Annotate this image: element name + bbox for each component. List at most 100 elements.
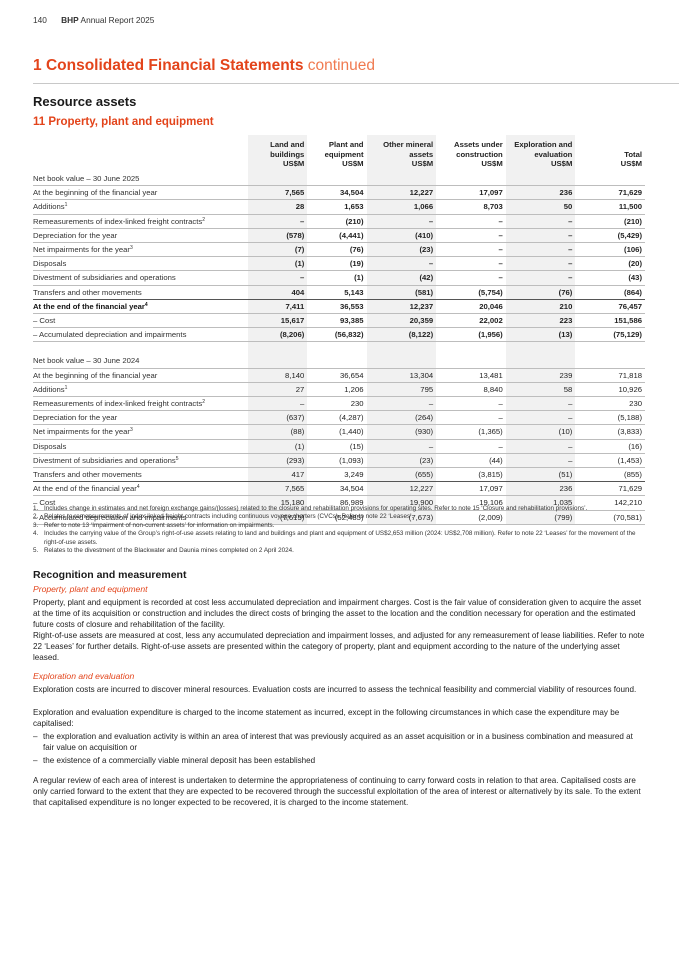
table-row: Transfers and other movements 404 5,143 (58… xyxy=(33,285,645,300)
table-cell: (20) xyxy=(575,256,645,272)
section-number: 1 xyxy=(33,57,42,74)
table-cell: 10,926 xyxy=(575,382,645,398)
table-cell: – xyxy=(366,396,437,412)
table-cell: 210 xyxy=(505,299,576,315)
ppe-table: Land and buildings US$M Plant and equipment… xyxy=(33,135,645,525)
table-cell xyxy=(575,342,645,355)
section-continued: continued xyxy=(307,57,376,74)
table-cell: – xyxy=(248,396,308,412)
table-cell: 223 xyxy=(505,313,576,329)
table-cell: (10) xyxy=(505,424,576,440)
table-cell: (799) xyxy=(505,510,576,525)
table-cell: – xyxy=(436,396,506,412)
table-cell: (5,754) xyxy=(436,285,506,300)
table-cell: 1,206 xyxy=(307,382,367,398)
ee-paragraph-3: A regular review of each area of interes… xyxy=(33,776,641,807)
ppe-paragraph-2: Right-of-use assets are measured at cost… xyxy=(33,631,645,662)
row-label: Depreciation for the year xyxy=(33,410,249,426)
table-cell: (23) xyxy=(366,453,437,469)
table-cell: 417 xyxy=(248,467,308,483)
row-label: Additions1 xyxy=(33,199,249,215)
footnote: 1. Includes change in estimates and net f… xyxy=(33,505,588,512)
table-cell: (293) xyxy=(248,453,308,469)
table-cell: (637) xyxy=(248,410,308,426)
column-header: Exploration and evaluation US$M xyxy=(505,135,576,172)
column-header: Land and buildings US$M xyxy=(248,135,308,172)
table-cell: (4,441) xyxy=(307,228,367,244)
table-row: Net impairments for the year3 (7) (76) (23)… xyxy=(33,242,645,258)
table-cell: – xyxy=(248,270,308,286)
table-cell: – xyxy=(505,396,576,412)
table-row: Depreciation for the year (578) (4,441) (41… xyxy=(33,228,645,244)
table-row: – Cost 15,180 86,989 19,900 19,106 1,035 142,2… xyxy=(33,495,645,511)
table-cell xyxy=(248,341,308,355)
table-cell: 404 xyxy=(248,285,308,300)
section-title: 1 Consolidated Financial Statements cont… xyxy=(33,57,375,75)
table-cell: 86,989 xyxy=(307,495,367,511)
table-cell xyxy=(436,172,506,187)
table-cell: 8,140 xyxy=(248,368,308,383)
table-cell: (7,615) xyxy=(248,510,308,525)
table-cell: (210) xyxy=(575,214,645,229)
table-cell: 15,617 xyxy=(248,313,308,329)
table-cell: – xyxy=(505,410,576,426)
table-cell: 1,066 xyxy=(366,199,437,215)
column-header: Total US$M xyxy=(620,149,642,169)
table-cell: 8,703 xyxy=(436,199,506,215)
table-cell: (42) xyxy=(366,270,437,286)
table-cell: 13,481 xyxy=(436,368,506,383)
table-row: Remeasurements of index-linked freight c… xyxy=(33,214,645,229)
table-cell: 12,237 xyxy=(366,299,437,315)
table-cell: – xyxy=(436,270,506,286)
table-cell: 795 xyxy=(366,382,437,398)
table-cell: 7,565 xyxy=(248,481,308,497)
table-cell xyxy=(436,354,506,369)
table-row: – Cost 15,617 93,385 20,359 22,002 223 151,586 xyxy=(33,313,645,329)
table-cell: (70,581) xyxy=(575,510,645,525)
row-label: Remeasurements of index-linked freight c… xyxy=(33,214,249,229)
table-cell: (5,429) xyxy=(575,228,645,244)
table-cell xyxy=(366,341,437,355)
table-cell: 19,900 xyxy=(366,495,437,511)
table-cell xyxy=(248,172,308,187)
row-label: At the beginning of the financial year xyxy=(33,185,249,201)
table-cell: 12,227 xyxy=(366,481,437,497)
table-cell: (410) xyxy=(366,228,437,244)
table-cell: 7,565 xyxy=(248,185,308,201)
ee-bullet-2: – the existence of a commercially viable … xyxy=(33,756,316,765)
table-cell: (4,287) xyxy=(307,410,367,426)
table-cell: (13) xyxy=(505,327,576,343)
table-cell: (1) xyxy=(248,439,308,454)
table-row: – Accumulated depreciation and impairmen… xyxy=(33,510,645,525)
table-header-row: Land and buildings US$M Plant and equipment… xyxy=(33,135,645,172)
table-cell: (52,485) xyxy=(307,510,367,525)
table-cell: 5,143 xyxy=(307,285,367,300)
table-cell: (76) xyxy=(505,285,576,300)
row-label: Transfers and other movements xyxy=(33,467,249,483)
row-label: Additions1 xyxy=(33,382,249,398)
table-cell: – xyxy=(436,228,506,244)
table-cell: – xyxy=(505,228,576,244)
table-cell: – xyxy=(436,410,506,426)
table-cell: 239 xyxy=(505,368,576,383)
table-cell: – xyxy=(505,214,576,229)
table-row: – Accumulated depreciation and impairmen… xyxy=(33,327,645,343)
table-cell: (43) xyxy=(575,270,645,286)
period-heading-row: Net book value – 30 June 2024 xyxy=(33,354,645,369)
row-label: At the end of the financial year4 xyxy=(33,481,249,497)
table-cell: (264) xyxy=(366,410,437,426)
row-label: Net book value – 30 June 2024 xyxy=(33,354,249,369)
table-cell xyxy=(307,172,367,187)
table-cell: 71,629 xyxy=(575,481,645,497)
table-cell: 71,818 xyxy=(575,368,645,383)
table-cell: – xyxy=(505,242,576,258)
table-cell: 17,097 xyxy=(436,185,506,201)
table-cell: (1) xyxy=(307,270,367,286)
table-cell: (7) xyxy=(248,242,308,258)
row-label: – Cost xyxy=(33,313,249,329)
table-cell: (1,365) xyxy=(436,424,506,440)
table-cell: (23) xyxy=(366,242,437,258)
row-label: Disposals xyxy=(33,439,249,454)
table-cell: (1,956) xyxy=(436,327,506,343)
table-cell: (75,129) xyxy=(575,327,645,343)
